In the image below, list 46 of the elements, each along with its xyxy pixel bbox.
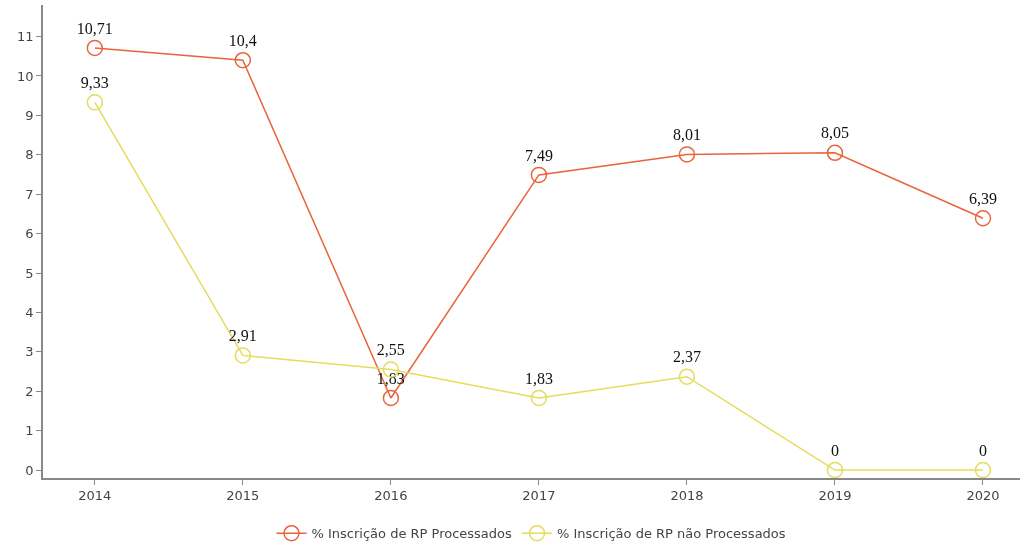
y-tick-label: 0 [25, 462, 34, 478]
y-tick-label: 11 [17, 29, 34, 45]
y-tick-label: 4 [25, 305, 34, 320]
point [86, 94, 104, 111]
data-label: 2,37 [672, 348, 701, 366]
point [678, 146, 696, 163]
data-label: 8,01 [672, 126, 701, 144]
x-tick-label: 2019 [818, 488, 852, 504]
y-tick-label: 5 [25, 265, 34, 281]
y-tick-label: 3 [25, 344, 34, 360]
data-label: 9,33 [80, 73, 109, 91]
point [382, 389, 400, 407]
point [86, 39, 104, 57]
y-tick-label: 6 [25, 226, 34, 242]
legend-label: % Inscrição de RP Processados [311, 526, 513, 542]
point [826, 144, 844, 162]
y-tick-label: 1 [25, 423, 34, 439]
x-tick-label: 2014 [78, 488, 112, 504]
point [530, 389, 548, 407]
y-tick-label: 9 [25, 107, 34, 123]
x-tick-label: 2015 [226, 488, 260, 504]
point [530, 166, 548, 184]
data-label: 10,4 [228, 31, 257, 49]
x-tick-label: 2016 [374, 488, 408, 504]
data-label: 2,55 [376, 341, 405, 359]
y-tick-label: 7 [25, 186, 34, 202]
x-tick-label: 2018 [670, 488, 704, 504]
y-tick-label: 8 [25, 147, 34, 163]
data-label: 10,71 [76, 19, 113, 37]
data-label: 0 [830, 441, 839, 459]
data-label: 6,39 [968, 189, 997, 207]
data-label: 7,49 [524, 146, 553, 164]
data-label: 0 [978, 441, 987, 459]
legend-label: % Inscrição de RP não Processados [557, 526, 786, 542]
data-label: 1,83 [524, 369, 553, 387]
point [234, 51, 252, 69]
data-label: 8,05 [820, 124, 849, 142]
point [974, 209, 992, 227]
y-tick-label: 2 [25, 383, 34, 399]
point [826, 461, 844, 479]
y-tick-label: 10 [17, 68, 34, 84]
x-tick-label: 2017 [522, 488, 556, 504]
point [678, 368, 696, 385]
point [974, 461, 992, 479]
x-tick-label: 2020 [966, 488, 1000, 504]
point [234, 347, 252, 364]
